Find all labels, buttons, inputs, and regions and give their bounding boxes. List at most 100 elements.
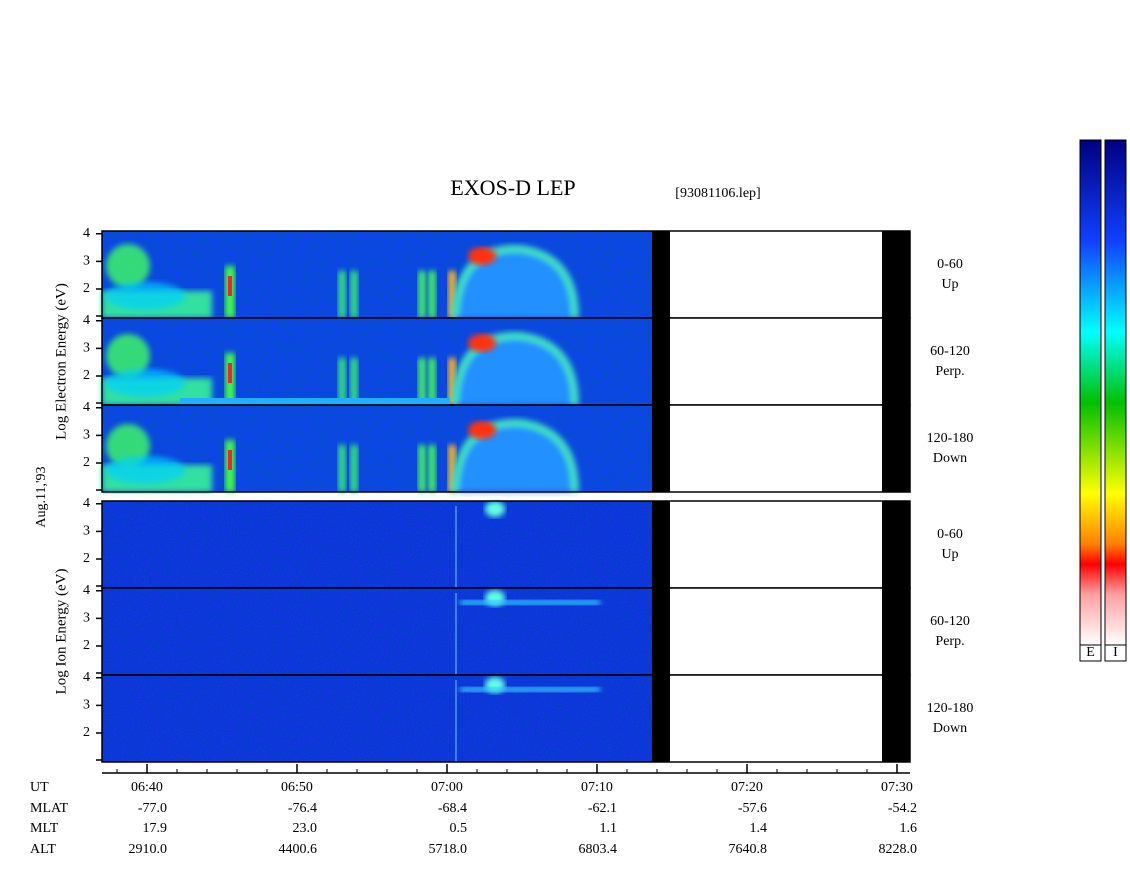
x-tick-label: 07:10 — [581, 780, 613, 795]
panel — [101, 500, 911, 589]
spike — [428, 358, 436, 405]
y-tick-label: 4 — [83, 313, 90, 328]
colorbar-label-box — [1104, 644, 1127, 662]
spike — [228, 450, 232, 470]
y-tick-label: 2 — [83, 455, 90, 470]
spike — [228, 276, 232, 296]
no-data — [670, 405, 882, 492]
spike — [418, 271, 426, 318]
x-tick-label: 07:20 — [731, 780, 763, 795]
spike — [350, 445, 358, 492]
spike — [228, 363, 232, 383]
row-value: 2910.0 — [129, 842, 168, 857]
angle-label: 0-60 — [937, 527, 963, 542]
spike — [418, 445, 426, 492]
data-gap — [652, 588, 670, 675]
row-value: -57.6 — [738, 801, 767, 816]
spike — [428, 271, 436, 318]
y-tick-label: 3 — [83, 428, 90, 443]
x-tick-label: 07:00 — [431, 780, 463, 795]
arc — [451, 331, 579, 406]
no-data — [670, 588, 882, 675]
data-gap — [652, 405, 670, 492]
row-value: -62.1 — [588, 801, 617, 816]
speckle — [102, 501, 652, 588]
x-tick-label: 06:40 — [131, 780, 163, 795]
row-label: ALT — [30, 842, 56, 857]
y-axis-label: Log Ion Energy (eV) — [53, 569, 69, 695]
y-tick-label: 3 — [83, 611, 90, 626]
row-value: 8228.0 — [879, 842, 918, 857]
data-gap — [652, 231, 670, 318]
spike — [418, 358, 426, 405]
y-tick-label: 2 — [83, 725, 90, 740]
file-name: [93081106.lep] — [675, 186, 760, 201]
row-value: 6803.4 — [579, 842, 618, 857]
data-gap — [882, 318, 910, 405]
panel — [101, 230, 911, 319]
x-tick-label: 07:30 — [881, 780, 913, 795]
no-data — [670, 318, 882, 405]
spike — [448, 271, 456, 318]
row-value: 1.4 — [750, 821, 768, 836]
row-label: MLT — [30, 821, 59, 836]
row-value: -54.2 — [888, 801, 917, 816]
row-label: MLAT — [30, 801, 69, 816]
direction-label: Up — [941, 277, 958, 292]
angle-label: 60-120 — [930, 344, 970, 359]
spike — [350, 271, 358, 318]
spike — [338, 358, 346, 405]
no-data — [670, 231, 882, 318]
angle-label: 0-60 — [937, 257, 963, 272]
blob — [468, 247, 496, 265]
direction-label: Up — [941, 547, 958, 562]
y-tick-label: 4 — [83, 400, 90, 415]
row-value: 0.5 — [450, 821, 468, 836]
blob — [105, 456, 185, 484]
plot-area: Log Electron Energy (eV) 2 3 4 0-60 Up 2 3 4 60-1… — [30, 139, 1127, 857]
y-tick-label: 3 — [83, 254, 90, 269]
row-value: 1.1 — [600, 821, 618, 836]
row-label: UT — [30, 780, 49, 795]
data-gap — [882, 405, 910, 492]
blob — [485, 501, 505, 517]
direction-label: Perp. — [935, 364, 964, 379]
direction-label: Down — [933, 451, 967, 466]
arc — [451, 244, 579, 319]
panel — [101, 404, 911, 493]
data-gap — [882, 588, 910, 675]
arc — [451, 418, 579, 493]
data-gap — [882, 675, 910, 762]
chart-title: EXOS-D LEP — [450, 175, 575, 200]
y-tick-label: 4 — [83, 496, 90, 511]
row-value: 7640.8 — [729, 842, 768, 857]
panel-frame — [101, 404, 911, 493]
colorbar — [1104, 139, 1127, 646]
row-value: -77.0 — [138, 801, 167, 816]
y-tick-label: 2 — [83, 281, 90, 296]
y-tick-label: 4 — [83, 583, 90, 598]
colorbar-label-box — [1079, 644, 1102, 662]
y-axis-label: Log Electron Energy (eV) — [53, 283, 69, 440]
colorbar — [1079, 139, 1102, 646]
row-value: 5718.0 — [429, 842, 468, 857]
date-label: Aug.11,'93 — [34, 466, 49, 527]
angle-label: 120-180 — [927, 431, 974, 446]
panel — [101, 587, 911, 676]
colorbar-label: E — [1086, 645, 1095, 660]
blob — [468, 421, 496, 439]
row-value: 23.0 — [293, 821, 318, 836]
y-tick-label: 3 — [83, 698, 90, 713]
angle-label: 60-120 — [930, 614, 970, 629]
y-tick-label: 2 — [83, 368, 90, 383]
blob — [106, 334, 150, 378]
x-tick-label: 06:50 — [281, 780, 313, 795]
angle-label: 120-180 — [927, 701, 974, 716]
y-tick-label: 3 — [83, 341, 90, 356]
colorbar-label: I — [1113, 645, 1118, 660]
data-gap — [652, 318, 670, 405]
spike — [338, 445, 346, 492]
y-tick-label: 4 — [83, 226, 90, 241]
spike — [338, 271, 346, 318]
